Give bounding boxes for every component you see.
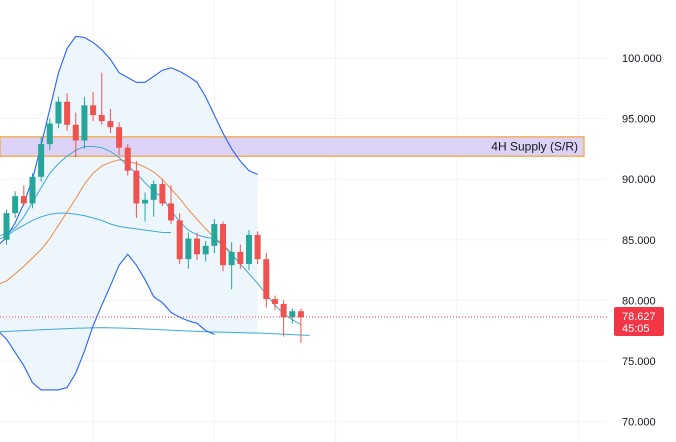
candle-body (90, 105, 97, 116)
countdown-label: 45:05 (622, 323, 650, 335)
candle (228, 242, 235, 290)
candle-body (150, 184, 157, 200)
candle-body (176, 220, 183, 260)
candle-body (3, 213, 10, 240)
candle-body (202, 245, 209, 255)
candle (289, 308, 296, 324)
candle-body (280, 303, 287, 318)
candle-body (72, 124, 79, 141)
candle (72, 112, 79, 158)
candle-body (228, 251, 235, 266)
candle (194, 232, 201, 261)
candle-body (107, 121, 114, 128)
candle (124, 144, 131, 176)
supply-zone-label: 4H Supply (S/R) (491, 140, 578, 154)
candle (237, 244, 244, 269)
y-tick-label: 80.000 (622, 295, 656, 307)
candle (297, 308, 304, 343)
candle (29, 173, 36, 209)
candle-body (194, 238, 201, 255)
candle (159, 179, 166, 206)
candle (220, 221, 226, 272)
candle (211, 219, 218, 254)
candle (263, 253, 270, 308)
candle (90, 92, 97, 122)
candle-body (29, 176, 36, 204)
candle (142, 192, 149, 222)
candle-body (211, 224, 218, 246)
bollinger-lower-line (0, 253, 215, 391)
candle (116, 122, 123, 156)
candle-body (98, 115, 105, 122)
supply-zone-rect (0, 136, 585, 157)
candle (20, 185, 27, 206)
price-axis[interactable]: 70.000 75.000 80.000 85.000 90.000 95.000 100.… (614, 53, 664, 428)
candle-body (185, 238, 192, 260)
candle-body (289, 311, 296, 318)
candle (81, 96, 88, 149)
long-ma-line (0, 327, 310, 336)
current-price-label: 78.627 (622, 311, 656, 323)
candle-body (38, 144, 45, 177)
candle-body (263, 259, 270, 300)
candle (64, 93, 71, 131)
candle-body (168, 203, 175, 221)
candle (254, 231, 261, 264)
candle-body (20, 196, 27, 204)
candle (271, 295, 278, 311)
bollinger-band-fill (0, 36, 258, 390)
candles (3, 72, 304, 343)
y-tick-label: 85.000 (622, 235, 656, 247)
candle-body (55, 101, 62, 124)
candle-body (159, 184, 166, 204)
candle (107, 108, 114, 134)
candle (280, 300, 287, 337)
candle (185, 232, 192, 269)
candle-body (133, 170, 140, 204)
y-tick-label: 70.000 (622, 416, 656, 428)
candle (202, 240, 209, 262)
candle (168, 185, 175, 225)
candle-body (116, 127, 123, 148)
fast-ema-line (0, 146, 302, 325)
slow-ema-line (0, 159, 233, 285)
bollinger-fill-area (0, 36, 258, 390)
candle (150, 180, 157, 217)
candle-body (254, 234, 261, 260)
candle-body (124, 147, 131, 171)
candle (98, 72, 105, 125)
candle-body (46, 123, 53, 145)
candle (176, 213, 183, 264)
current-price-badge-bg (614, 306, 664, 336)
y-tick-label: 100.000 (622, 53, 662, 65)
candle-body (64, 101, 71, 125)
candle (245, 230, 252, 271)
candle-body (245, 234, 252, 264)
candle-body (220, 224, 226, 266)
y-tick-label: 90.000 (622, 174, 656, 186)
y-tick-label: 95.000 (622, 114, 656, 126)
mid-ma-line (0, 212, 171, 240)
candle (46, 118, 53, 151)
candle-body (142, 199, 149, 204)
candle-body (297, 311, 304, 318)
y-tick-label: 75.000 (622, 356, 656, 368)
candle-body (237, 251, 244, 264)
candle-body (81, 105, 88, 141)
candle (3, 209, 10, 245)
candle (38, 136, 45, 182)
candle (133, 161, 140, 218)
supply-zone[interactable]: 4H Supply (S/R) (0, 136, 585, 157)
candle-body (12, 196, 19, 214)
candle (12, 191, 19, 218)
candle (55, 96, 62, 129)
candle-body (271, 299, 278, 304)
